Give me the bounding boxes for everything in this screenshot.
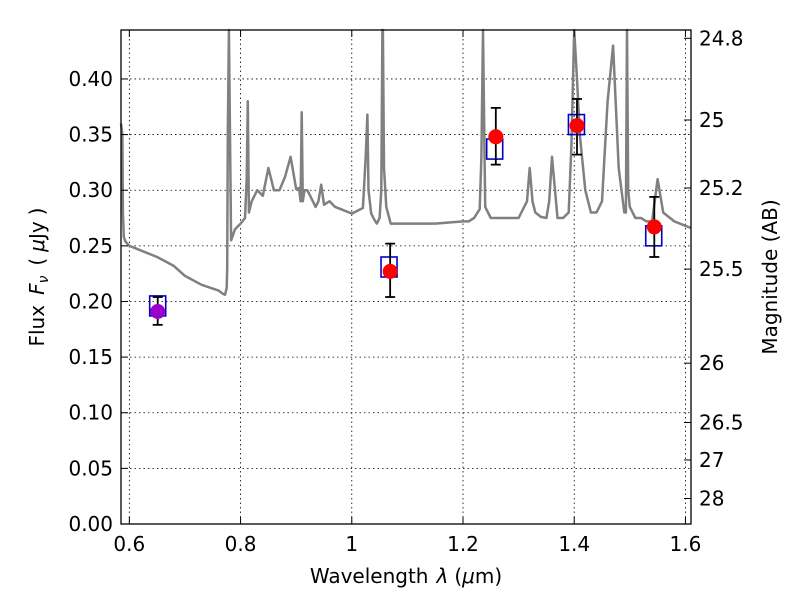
- observed-point: [646, 219, 662, 235]
- x-tick-label: 0.8: [225, 532, 257, 556]
- x-tick-labels: 0.6 0.8 1 1.2 1.4 1.6: [113, 532, 701, 556]
- y2-tick-label: 26.5: [699, 411, 744, 435]
- observed-points-layer: [150, 98, 662, 326]
- tick-marks: [121, 30, 691, 525]
- observed-point: [488, 129, 504, 145]
- y2-axis-title: Magnitude (AB): [758, 199, 782, 354]
- y2-tick-label: 27: [699, 448, 724, 472]
- y-axis-title: FluxFν(μJy): [25, 207, 52, 346]
- observed-point: [382, 263, 398, 279]
- y-tick-label: 0.40: [68, 67, 113, 91]
- grid-lines: [121, 30, 691, 525]
- x-tick-label: 1.4: [558, 532, 590, 556]
- y-tick-label: 0.20: [68, 289, 113, 313]
- spectrum-line: [119, 28, 692, 297]
- y-tick-label: 0.30: [68, 178, 113, 202]
- y2-tick-label: 25.5: [699, 257, 744, 281]
- y-tick-label: 0.15: [68, 345, 113, 369]
- y2-tick-label: 24.8: [699, 26, 744, 50]
- y-tick-label: 0.05: [68, 456, 113, 480]
- y2-tick-label: 25.2: [699, 176, 744, 200]
- observed-point: [569, 118, 585, 134]
- y-tick-label: 0.00: [68, 512, 113, 536]
- x-tick-label: 1.2: [447, 532, 479, 556]
- y2-tick-labels: 24.8 25 25.2 25.5 26 26.5 27 28: [699, 26, 744, 510]
- plot-frame: [120, 29, 692, 525]
- y-tick-labels: 0.00 0.05 0.10 0.15 0.20 0.25 0.30 0.35 0.40: [68, 67, 113, 536]
- observed-point: [150, 303, 166, 319]
- y-tick-label: 0.10: [68, 401, 113, 425]
- x-axis-title: Wavelength λ (μm): [310, 564, 502, 588]
- y2-tick-label: 26: [699, 351, 724, 375]
- x-tick-label: 1: [345, 532, 358, 556]
- y2-tick-label: 25: [699, 108, 724, 132]
- x-tick-label: 0.6: [113, 532, 145, 556]
- y-tick-label: 0.35: [68, 123, 113, 147]
- x-tick-label: 1.6: [670, 532, 702, 556]
- y2-tick-label: 28: [699, 487, 724, 511]
- y-tick-label: 0.25: [68, 234, 113, 258]
- spectrum-layer: [119, 28, 692, 297]
